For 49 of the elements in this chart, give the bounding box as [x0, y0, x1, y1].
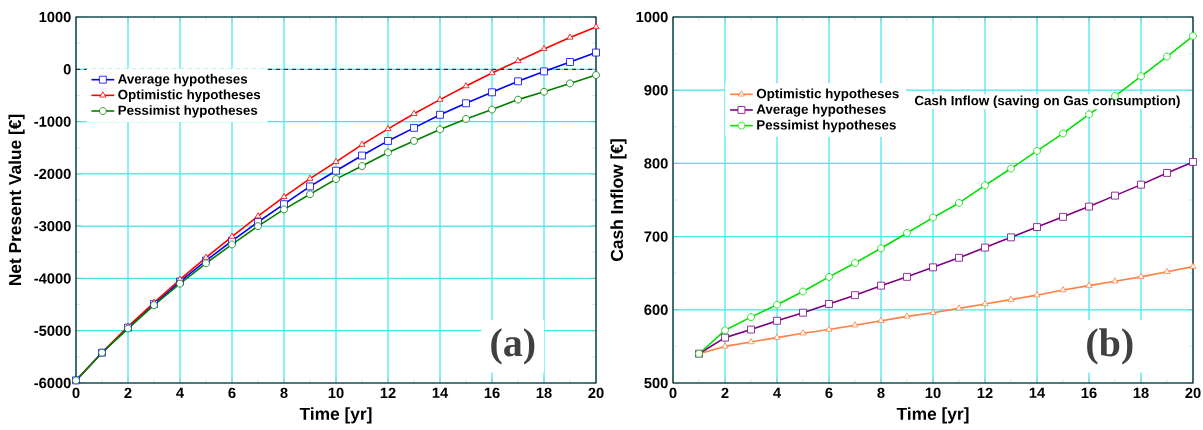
x-tick-label: 20	[1185, 387, 1201, 399]
x-tick-label: 12	[380, 387, 396, 398]
x-tick-label: 10	[328, 387, 344, 399]
x-tick-label: 18	[536, 387, 552, 399]
x-tick-label: 4	[176, 387, 184, 398]
y-tick-label: 1000	[636, 11, 668, 23]
x-tick-label: 16	[484, 387, 500, 399]
x-tick-label: 2	[721, 387, 729, 398]
y-tick-label: 500	[644, 377, 668, 389]
x-tick-label: 4	[773, 387, 781, 398]
annotation: (b)	[1087, 328, 1133, 365]
x-tick-label: 14	[1029, 387, 1046, 398]
y-tick-label: 1000	[39, 11, 71, 23]
x-tick-label: 10	[925, 387, 941, 399]
legend-label: Optimistic hypotheses	[118, 89, 261, 102]
legend-label: Pessimist hypotheses	[118, 105, 258, 118]
y-tick-label: 0	[63, 64, 71, 75]
y-tick-label: -3000	[34, 220, 71, 232]
y-tick-label: -4000	[34, 273, 71, 284]
x-tick-label: 0	[669, 387, 677, 399]
x-tick-label: 6	[825, 387, 833, 399]
x-tick-label: 2	[124, 387, 132, 398]
legend-label: Average hypotheses	[756, 104, 886, 117]
legend-label: Average hypotheses	[118, 73, 248, 87]
x-tick-label: 16	[1081, 387, 1097, 399]
y-axis-title: Cash Inflow [€]	[610, 139, 627, 261]
x-tick-label: 8	[877, 387, 885, 399]
y-tick-label: -2000	[34, 168, 71, 180]
x-tick-label: 14	[432, 387, 449, 398]
x-tick-label: 20	[588, 387, 604, 399]
x-tick-label: 8	[280, 387, 288, 399]
y-tick-label: 700	[644, 231, 668, 242]
y-tick-label: 800	[644, 158, 668, 169]
x-tick-label: 6	[228, 387, 236, 399]
legend-label: Pessimist hypotheses	[757, 119, 896, 133]
y-tick-label: 600	[644, 304, 668, 315]
x-tick-label: 18	[1133, 387, 1149, 399]
legend-label: Optimistic hypotheses	[756, 88, 899, 101]
y-tick-label: -5000	[34, 325, 71, 336]
x-tick-label: 0	[72, 387, 80, 399]
x-axis-title: Time [yr]	[299, 407, 372, 424]
y-tick-label: -6000	[34, 377, 71, 389]
y-axis-title: Net Present Value [€]	[8, 114, 25, 286]
x-axis-title: Time [yr]	[896, 407, 969, 424]
x-tick-label: 12	[977, 387, 993, 398]
annotation: (a)	[491, 328, 535, 365]
y-tick-label: -1000	[34, 116, 71, 127]
annotation: Cash Inflow (saving on Gas consumption)	[914, 95, 1180, 108]
y-tick-label: 900	[644, 85, 668, 96]
